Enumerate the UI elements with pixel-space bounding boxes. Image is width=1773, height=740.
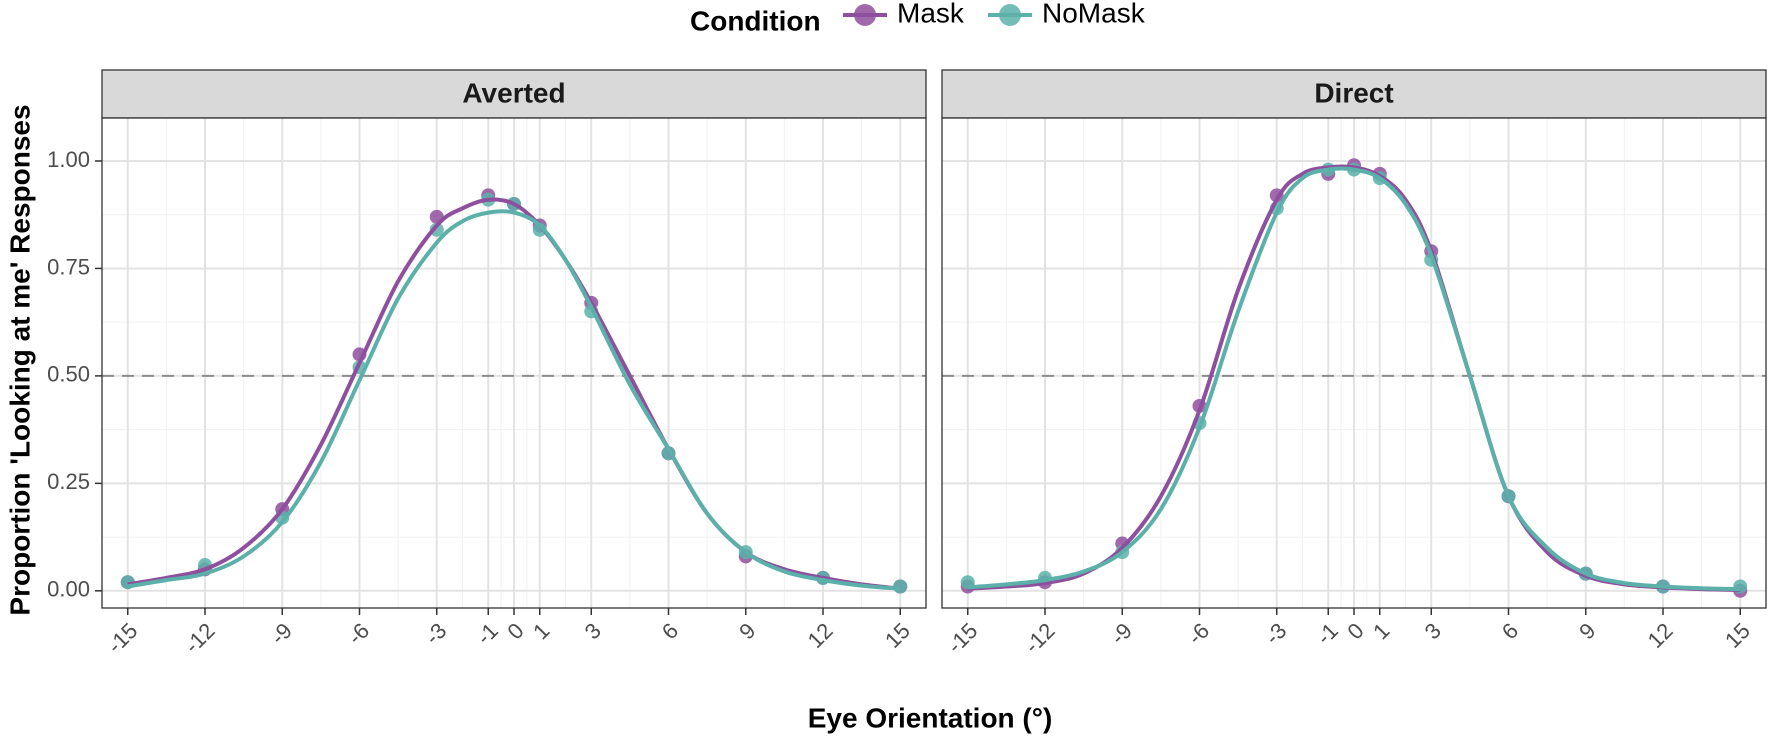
panel-averted: Averted-15 -12 -9 -6 -3 -1 0 1 3 6 9 12 150.000.250.…: [47, 69, 927, 658]
legend-items: Mask NoMask: [843, 0, 1146, 28]
x-axis: -15 -12 -9 -6 -3 -1 0 1 3 6 9 12 15: [942, 608, 1755, 658]
x-tick-label: 3: [580, 618, 606, 644]
panel-strip: [941, 69, 1767, 119]
legend-label-nomask: NoMask: [1042, 0, 1146, 28]
x-tick-label: -1: [1311, 618, 1343, 650]
x-tick-label: 15: [1720, 618, 1755, 653]
x-tick-label: 6: [657, 618, 683, 644]
fit-curve-nomask: [127, 209, 901, 591]
x-tick-label: 0: [1342, 618, 1368, 644]
panels: Averted-15 -12 -9 -6 -3 -1 0 1 3 6 9 12 150.000.250.…: [47, 69, 1767, 658]
legend-label-mask: Mask: [897, 0, 965, 28]
legend-key-point: [854, 4, 876, 26]
x-tick-label: 3: [1420, 618, 1446, 644]
x-tick-label: 0: [502, 618, 528, 644]
y-axis-title: Proportion 'Looking at me' Responses: [4, 104, 35, 615]
x-tick-label: -3: [1260, 618, 1292, 650]
y-tick-label: 0.75: [47, 254, 90, 279]
y-tick-label: 0.50: [47, 362, 90, 387]
x-tick-label: -12: [1019, 618, 1059, 658]
x-tick-label: -15: [942, 618, 982, 658]
x-tick-label: 9: [1574, 618, 1600, 644]
data-point: [429, 222, 444, 237]
x-tick-label: 6: [1497, 618, 1523, 644]
x-tick-label: 1: [1368, 618, 1394, 644]
x-tick-label: -1: [471, 618, 503, 650]
panel-direct: Direct -15 -12 -9 -6 -3 -1 0 1 3 6 9 12 15: [941, 69, 1767, 658]
panel-title: Averted: [462, 77, 565, 108]
legend-item-nomask: NoMask: [988, 0, 1146, 28]
panel-strip: [101, 69, 927, 119]
x-tick-label: -6: [343, 618, 375, 650]
fit-curve-nomask: [967, 166, 1741, 592]
x-axis: -15 -12 -9 -6 -3 -1 0 1 3 6 9 12 15: [102, 608, 915, 658]
y-axis: 0.00 0.25 0.50 0.75 1.00: [47, 147, 102, 602]
legend: Condition Mask NoMask: [690, 0, 1146, 36]
x-tick-label: -9: [1105, 618, 1137, 650]
grid: [102, 118, 926, 608]
y-tick-label: 1.00: [47, 147, 90, 172]
x-tick-label: -15: [102, 618, 142, 658]
x-tick-label: -12: [179, 618, 219, 658]
x-axis-title: Eye Orientation (°): [808, 702, 1053, 733]
legend-title: Condition: [690, 5, 821, 36]
x-tick-label: 15: [880, 618, 915, 653]
y-tick-label: 0.00: [47, 577, 90, 602]
y-tick-label: 0.25: [47, 469, 90, 494]
x-tick-label: -6: [1183, 618, 1215, 650]
legend-item-mask: Mask: [843, 0, 965, 28]
legend-key-point: [999, 4, 1021, 26]
x-tick-label: -3: [420, 618, 452, 650]
x-tick-label: 12: [803, 618, 838, 653]
x-tick-label: 9: [734, 618, 760, 644]
x-tick-label: 1: [528, 618, 554, 644]
x-tick-label: 12: [1643, 618, 1678, 653]
x-tick-label: -9: [265, 618, 297, 650]
panel-title: Direct: [1314, 77, 1393, 108]
grid: [942, 118, 1766, 608]
fit-curve-mask: [967, 164, 1741, 592]
